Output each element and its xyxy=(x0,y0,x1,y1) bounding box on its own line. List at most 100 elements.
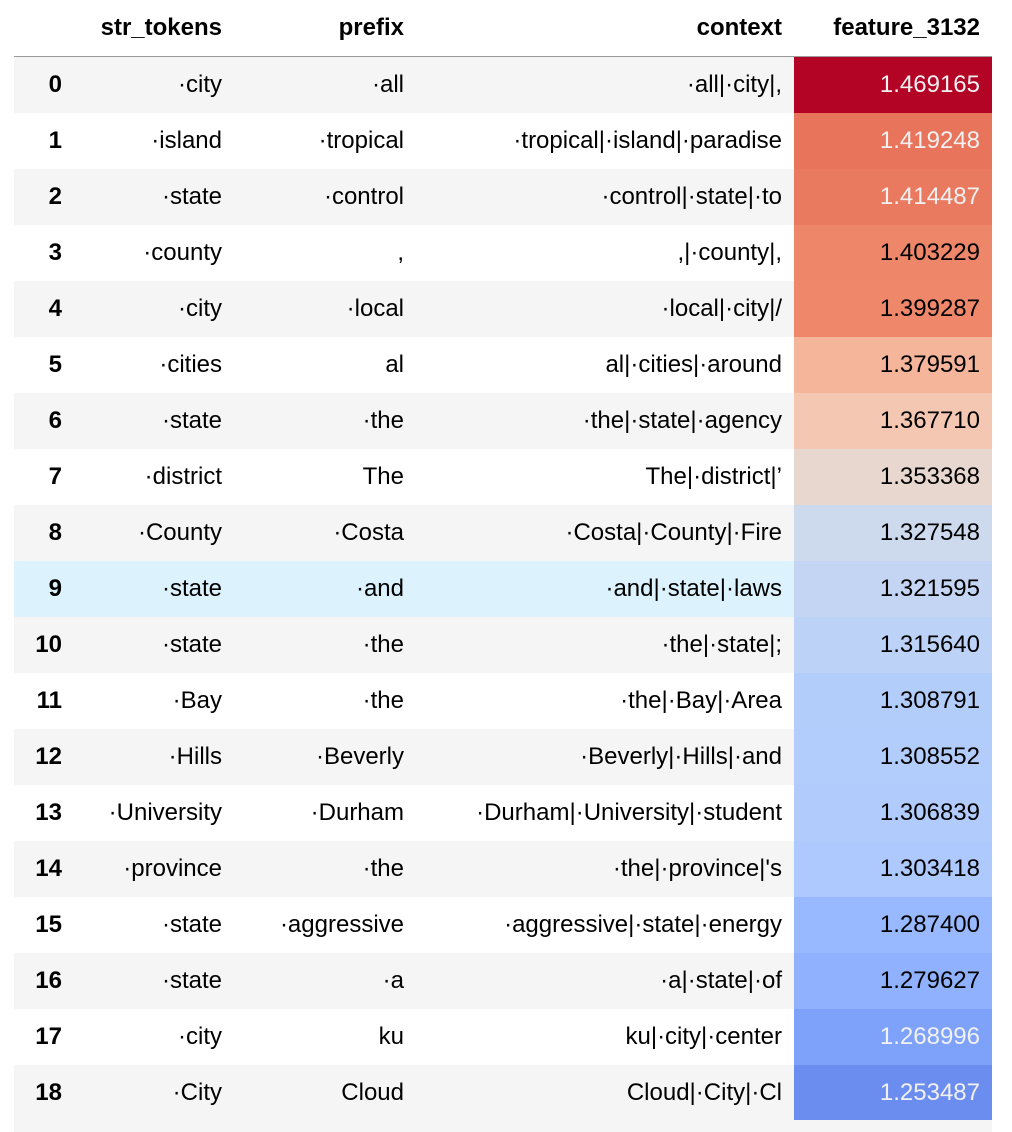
table-row[interactable]: 12 ·Hills ·Beverly ·Beverly|·Hills|·and 1.30… xyxy=(14,729,992,785)
cell-str-tokens: ·county xyxy=(143,239,222,266)
header-row: str_tokens prefix context feature_3132 xyxy=(14,0,992,57)
table-row[interactable]: 1 ·island ·tropical ·tropical|·island|·para… xyxy=(14,113,992,169)
table-row[interactable]: 6 ·state ·the ·the|·state|·agency 1.367710 xyxy=(14,393,992,449)
row-index: 16 xyxy=(35,967,62,994)
cell-prefix: ·the xyxy=(362,407,404,434)
row-index: 15 xyxy=(35,911,62,938)
cell-prefix: ·a xyxy=(382,967,404,994)
row-index: 6 xyxy=(48,407,62,434)
row-index: 14 xyxy=(35,855,62,882)
cell-feature-value: 1.469165 xyxy=(794,56,992,113)
table-row[interactable]: 16 ·state ·a ·a|·state|·of 1.279627 xyxy=(14,953,992,1009)
table-row[interactable]: 7 ·district The The|·district|’ 1.353368 xyxy=(14,449,992,505)
cell-str-tokens: ·state xyxy=(161,183,222,210)
cell-feature-value: 1.253487 xyxy=(794,1065,992,1121)
cell-str-tokens: ·City xyxy=(172,1079,222,1106)
cell-feature-value: 1.403229 xyxy=(794,225,992,281)
table-row[interactable]: 4 ·city ·local ·local|·city|/ 1.399287 xyxy=(14,281,992,337)
cell-context: ·the|·Bay|·Area xyxy=(620,687,782,714)
cell-prefix: ·control xyxy=(323,183,404,210)
cell-feature-value: 1.268996 xyxy=(794,1009,992,1065)
cell-str-tokens: ·cities xyxy=(159,351,222,378)
table-row[interactable]: 2 ·state ·control ·control|·state|·to 1.4144… xyxy=(14,169,992,225)
table-row[interactable]: 18 ·City Cloud Cloud|·City|·Cl 1.253487 xyxy=(14,1065,992,1121)
cell-context: al|·cities|·around xyxy=(605,351,782,378)
cell-prefix: ·the xyxy=(362,687,404,714)
row-index: 4 xyxy=(48,295,62,322)
row-index: 2 xyxy=(48,183,62,210)
table-row[interactable]: 9 ·state ·and ·and|·state|·laws 1.321595 xyxy=(14,561,992,617)
cell-str-tokens: ·province xyxy=(123,855,222,882)
cell-context: ·and|·state|·laws xyxy=(605,575,782,602)
cell-prefix: ·the xyxy=(362,631,404,658)
cell-context: ·the|·state|·agency xyxy=(582,407,782,434)
cell-prefix: The xyxy=(362,463,404,490)
cell-feature-value: 1.287400 xyxy=(794,897,992,953)
cell-context: ·tropical|·island|·paradise xyxy=(513,127,782,154)
cell-feature-value: 1.306839 xyxy=(794,785,992,841)
cell-str-tokens: ·city xyxy=(178,71,222,98)
cell-str-tokens: ·city xyxy=(178,1023,222,1050)
column-header-prefix: prefix xyxy=(234,0,416,57)
cell-prefix: ·Beverly xyxy=(315,743,404,770)
cell-feature-value: 1.303418 xyxy=(794,841,992,897)
cell-feature-value: 1.327548 xyxy=(794,505,992,561)
cell-feature-value: 1.399287 xyxy=(794,281,992,337)
row-index: 18 xyxy=(35,1079,62,1106)
row-index: 13 xyxy=(35,799,62,826)
table-body: 0 ·city ·all ·all|·city|, 1.469165 1 ·island ·t… xyxy=(14,56,992,1121)
cell-context: ·local|·city|/ xyxy=(661,295,782,322)
cell-context: ku|·city|·center xyxy=(625,1023,782,1050)
table-row[interactable]: 8 ·County ·Costa ·Costa|·County|·Fire 1.3275… xyxy=(14,505,992,561)
cell-str-tokens: ·state xyxy=(161,407,222,434)
cell-prefix: ·the xyxy=(362,855,404,882)
cell-prefix: ·aggressive xyxy=(279,911,404,938)
cell-context: ·Costa|·County|·Fire xyxy=(565,519,782,546)
cell-prefix: ·tropical xyxy=(318,127,404,154)
row-index: 10 xyxy=(35,631,62,658)
cell-prefix: ku xyxy=(378,1023,404,1050)
cell-context: ·Durham|·University|·student xyxy=(476,799,782,826)
cell-context: ·the|·province|'s xyxy=(612,855,782,882)
cell-feature-value: 1.419248 xyxy=(794,113,992,169)
row-index: 1 xyxy=(48,127,62,154)
cell-context: ·control|·state|·to xyxy=(601,183,782,210)
cell-str-tokens: ·state xyxy=(161,967,222,994)
cell-context: ·all|·city|, xyxy=(686,71,782,98)
cell-str-tokens: ·state xyxy=(161,911,222,938)
row-index: 8 xyxy=(48,519,62,546)
table-continuation xyxy=(14,1120,992,1132)
row-index: 9 xyxy=(48,575,62,602)
table-row[interactable]: 5 ·cities al al|·cities|·around 1.379591 xyxy=(14,337,992,393)
row-index: 7 xyxy=(48,463,62,490)
column-header-feature: feature_3132 xyxy=(794,0,992,57)
table-row[interactable]: 10 ·state ·the ·the|·state|; 1.315640 xyxy=(14,617,992,673)
cell-context: ,|·county|, xyxy=(677,239,782,266)
cell-prefix: Cloud xyxy=(341,1079,404,1106)
cell-str-tokens: ·Bay xyxy=(172,687,222,714)
table-row[interactable]: 13 ·University ·Durham ·Durham|·University|… xyxy=(14,785,992,841)
cell-context: ·a|·state|·of xyxy=(660,967,782,994)
cell-str-tokens: ·state xyxy=(161,631,222,658)
table-row[interactable]: 3 ·county, ,|·county|, 1.403229 xyxy=(14,225,992,281)
index-header xyxy=(14,0,72,57)
row-index: 12 xyxy=(35,743,62,770)
cell-prefix: ·and xyxy=(355,575,404,602)
cell-context: ·the|·state|; xyxy=(661,631,782,658)
cell-context: Cloud|·City|·Cl xyxy=(626,1079,782,1106)
table-row[interactable]: 17 ·city ku ku|·city|·center 1.268996 xyxy=(14,1009,992,1065)
column-header-context: context xyxy=(416,0,794,57)
table-row[interactable]: 14 ·province ·the ·the|·province|'s 1.303418 xyxy=(14,841,992,897)
table-row[interactable]: 0 ·city ·all ·all|·city|, 1.469165 xyxy=(14,56,992,113)
table-header: str_tokens prefix context feature_3132 xyxy=(14,0,992,57)
cell-feature-value: 1.308552 xyxy=(794,729,992,785)
cell-prefix: ·Costa xyxy=(333,519,404,546)
table-row[interactable]: 11 ·Bay ·the ·the|·Bay|·Area 1.308791 xyxy=(14,673,992,729)
cell-str-tokens: ·Hills xyxy=(168,743,222,770)
cell-prefix: ·Durham xyxy=(310,799,404,826)
table-row[interactable]: 15 ·state ·aggressive ·aggressive|·state|·e… xyxy=(14,897,992,953)
cell-feature-value: 1.414487 xyxy=(794,169,992,225)
row-index: 17 xyxy=(35,1023,62,1050)
cell-str-tokens: ·County xyxy=(137,519,222,546)
cell-feature-value: 1.367710 xyxy=(794,393,992,449)
